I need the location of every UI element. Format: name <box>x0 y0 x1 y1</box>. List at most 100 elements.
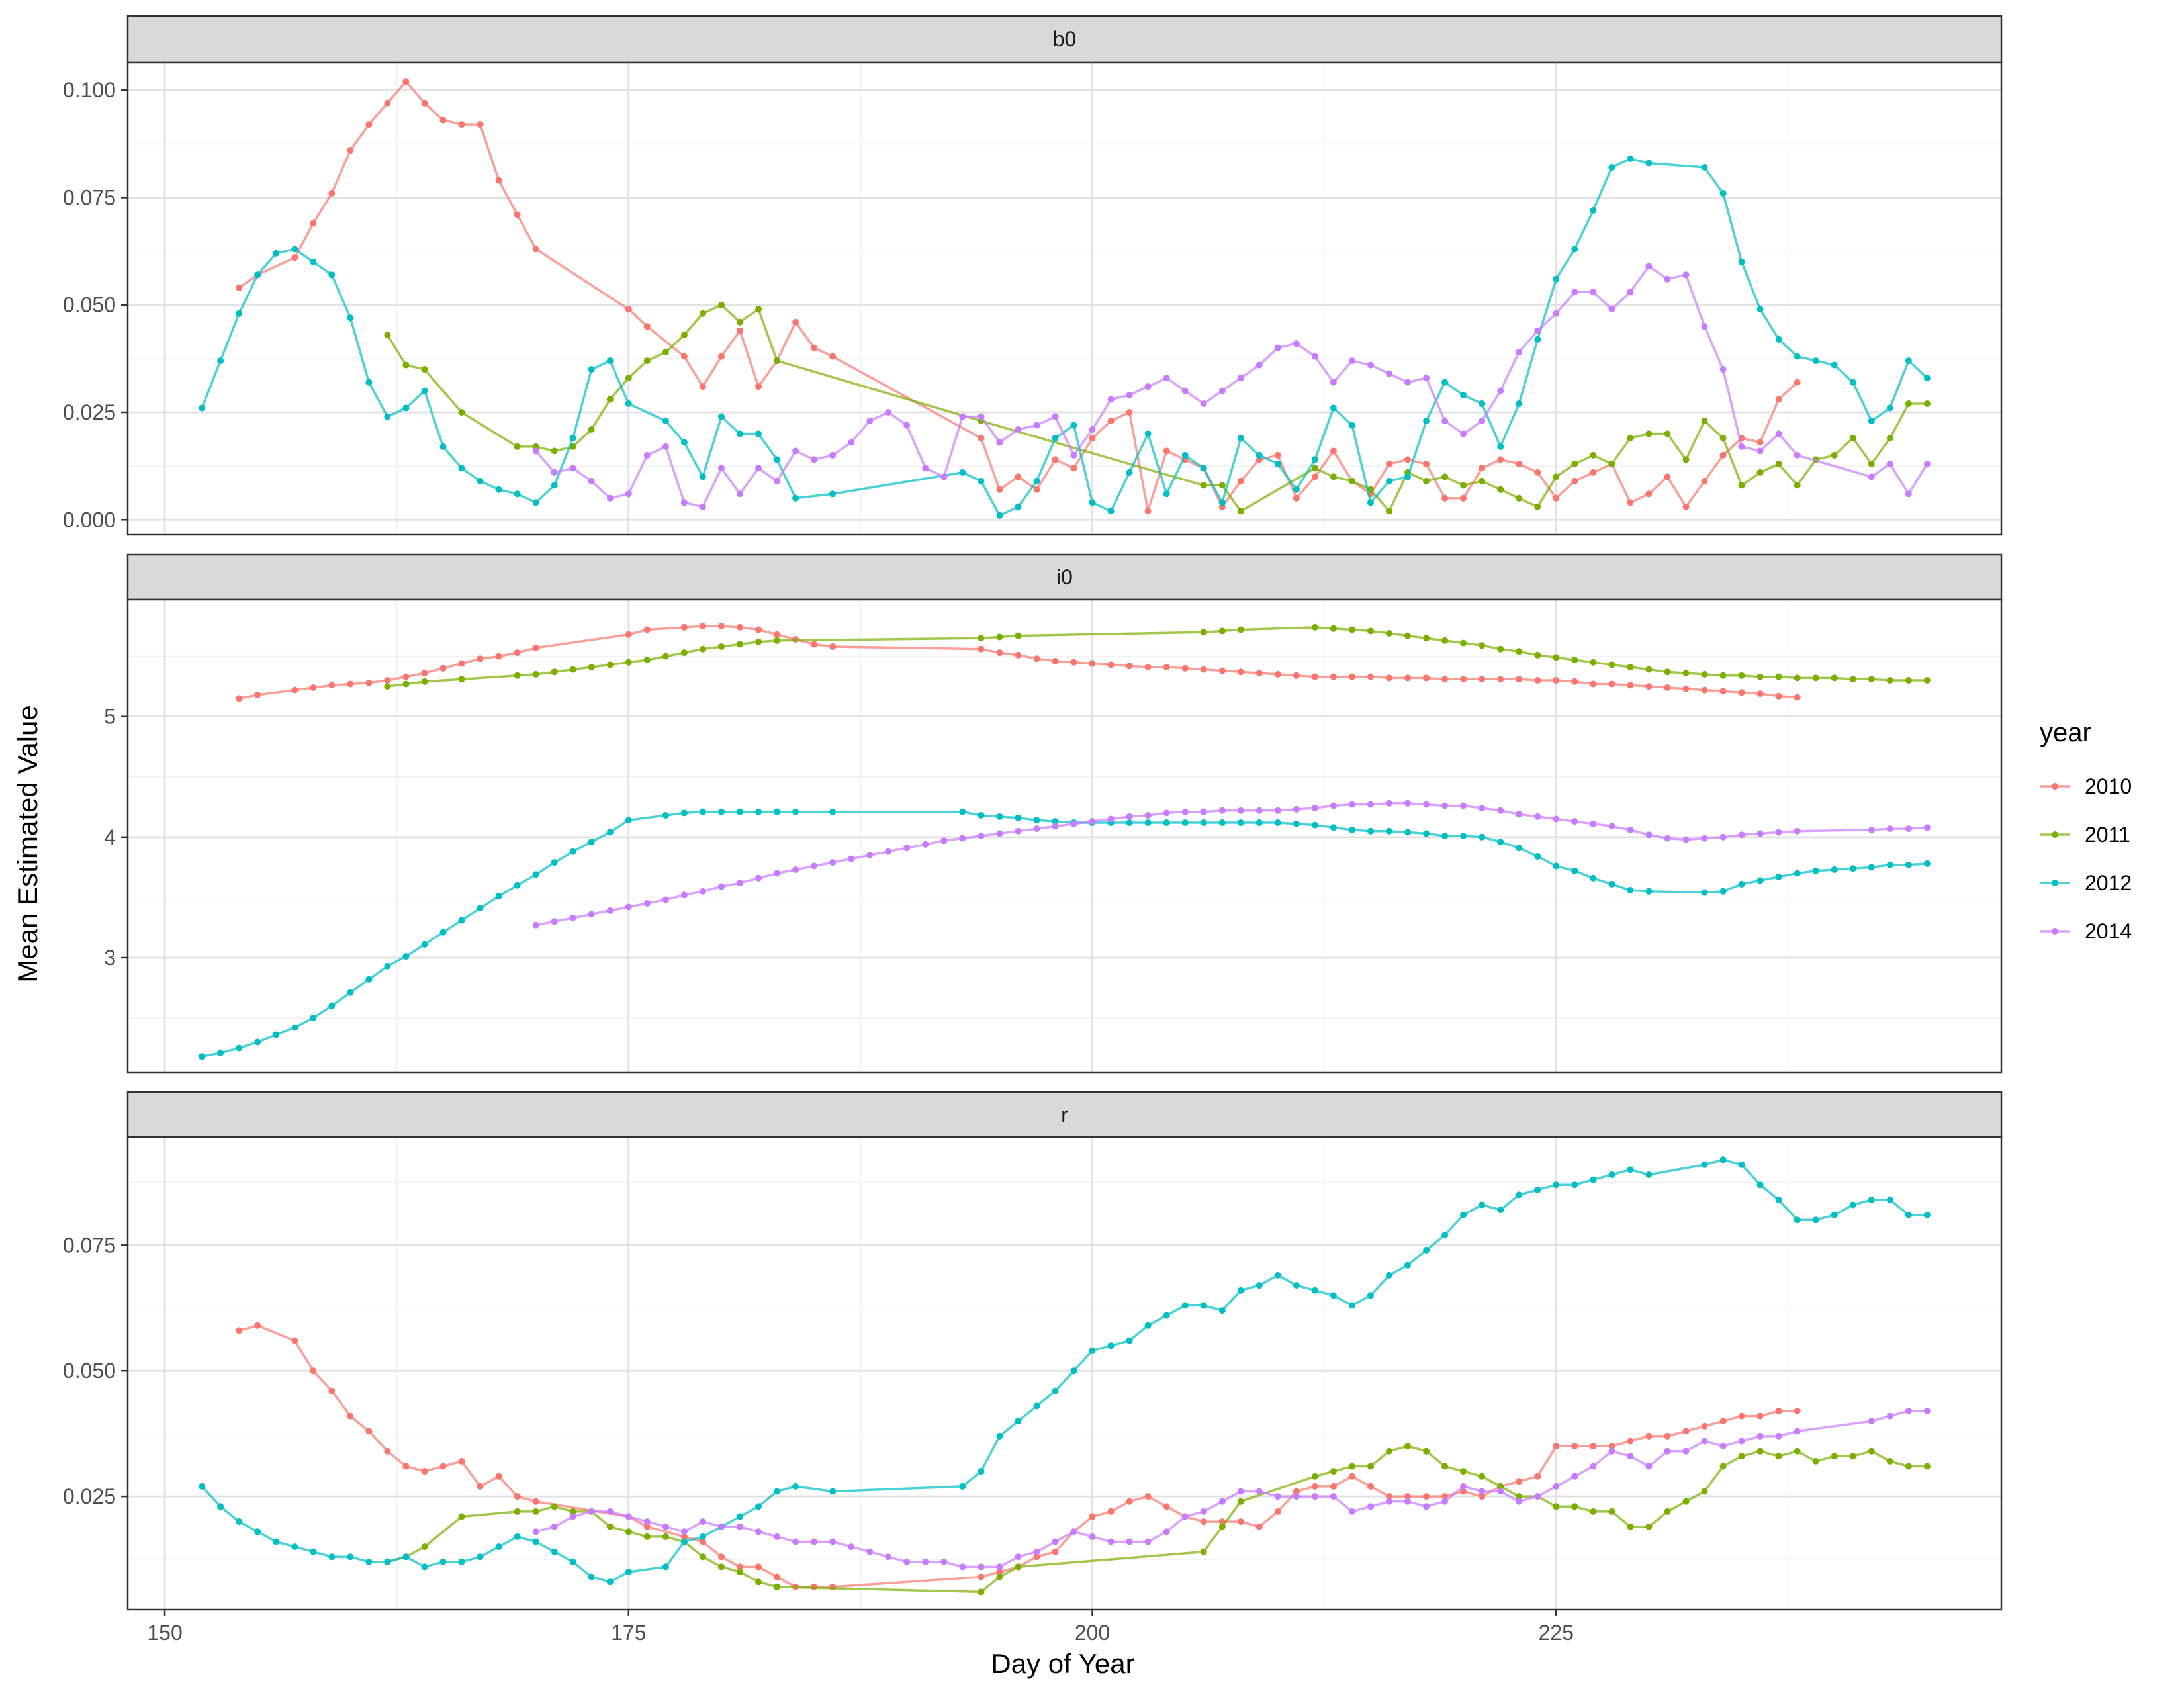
data-point <box>310 1548 317 1555</box>
data-point <box>347 314 354 322</box>
data-point <box>1553 494 1560 502</box>
data-point <box>1200 1302 1207 1309</box>
x-tick-label: 200 <box>1075 1621 1110 1645</box>
data-point <box>699 888 706 895</box>
data-point <box>1052 657 1059 664</box>
data-point <box>1738 1161 1745 1168</box>
data-point <box>625 306 632 313</box>
data-point <box>1237 819 1244 826</box>
data-point <box>1367 1292 1374 1299</box>
data-point <box>662 653 669 660</box>
data-point <box>1534 336 1541 343</box>
data-point <box>680 332 688 339</box>
data-point <box>680 809 688 817</box>
data-point <box>1033 422 1040 429</box>
data-point <box>1163 1528 1170 1535</box>
data-point <box>458 409 465 416</box>
data-point <box>458 676 465 683</box>
data-point <box>1664 1447 1671 1455</box>
data-point <box>996 633 1003 641</box>
data-point <box>1404 632 1411 639</box>
data-point <box>421 366 428 373</box>
data-point <box>1608 1171 1615 1178</box>
data-point <box>1794 451 1801 459</box>
data-point <box>1627 826 1634 833</box>
data-point <box>551 469 558 476</box>
data-point <box>1905 861 1912 868</box>
data-point <box>1794 827 1801 835</box>
data-point <box>1386 1493 1392 1500</box>
data-point <box>1052 435 1059 441</box>
data-point <box>699 808 706 815</box>
data-point <box>1126 1498 1133 1505</box>
data-point <box>996 1563 1003 1571</box>
data-point <box>774 456 780 463</box>
data-point <box>1163 1312 1170 1319</box>
data-point <box>1664 1432 1671 1440</box>
legend-item-2012: 2012 <box>2040 871 2132 895</box>
data-point <box>1645 1432 1653 1440</box>
panel-b0: b0 0.000 0.025 0.050 0.075 0.100 <box>63 15 2003 536</box>
data-point <box>1144 383 1152 390</box>
data-point <box>699 383 706 390</box>
legend-key-point <box>2052 928 2058 935</box>
data-point <box>1886 460 1893 467</box>
data-point <box>1886 677 1893 684</box>
data-point <box>1386 1271 1392 1279</box>
data-point <box>606 829 614 836</box>
data-point <box>1886 1412 1893 1420</box>
data-point <box>1237 668 1244 676</box>
data-point <box>1311 456 1318 463</box>
data-point <box>402 1553 410 1561</box>
data-point <box>1608 661 1615 668</box>
strip-label-b0: b0 <box>1053 27 1077 51</box>
data-point <box>885 409 892 416</box>
data-point <box>1627 887 1634 893</box>
data-point <box>1386 1447 1392 1455</box>
data-point <box>384 413 391 420</box>
data-point <box>1497 839 1504 846</box>
data-point <box>1794 482 1801 489</box>
data-point <box>1218 1307 1226 1314</box>
data-point <box>1218 667 1226 674</box>
data-point <box>866 852 874 859</box>
data-point <box>1553 1181 1560 1189</box>
data-point <box>1015 473 1022 480</box>
data-point <box>1404 456 1411 463</box>
data-point <box>402 680 410 688</box>
data-point <box>1349 477 1355 484</box>
data-point <box>718 413 725 420</box>
data-point <box>1497 645 1504 653</box>
data-point <box>1627 664 1634 670</box>
data-point <box>495 893 502 900</box>
data-point <box>680 623 688 631</box>
data-point <box>699 1518 706 1526</box>
data-point <box>365 1558 373 1565</box>
data-point <box>1571 1181 1578 1189</box>
data-point <box>551 1548 558 1555</box>
strip-r <box>126 1091 2003 1138</box>
data-point <box>1812 1216 1819 1224</box>
data-point <box>1868 1196 1875 1203</box>
data-point <box>1738 1438 1745 1445</box>
data-point <box>792 1483 799 1490</box>
data-point <box>625 1569 632 1575</box>
data-point <box>273 1538 280 1545</box>
data-point <box>1460 1483 1467 1490</box>
data-point <box>1627 1438 1634 1445</box>
data-point <box>811 862 818 870</box>
data-point <box>737 318 743 326</box>
y-tick-label: 0.075 <box>63 1233 116 1257</box>
data-point <box>737 808 743 815</box>
data-point <box>1868 1418 1875 1425</box>
data-point <box>1571 246 1578 253</box>
data-point <box>1330 1483 1337 1490</box>
data-point <box>402 953 410 960</box>
data-point <box>1719 1418 1727 1425</box>
data-point <box>291 1024 298 1031</box>
series-r-2012 <box>199 1156 1931 1586</box>
data-point <box>1367 627 1374 635</box>
data-point <box>1255 1523 1263 1530</box>
data-point <box>643 451 651 459</box>
